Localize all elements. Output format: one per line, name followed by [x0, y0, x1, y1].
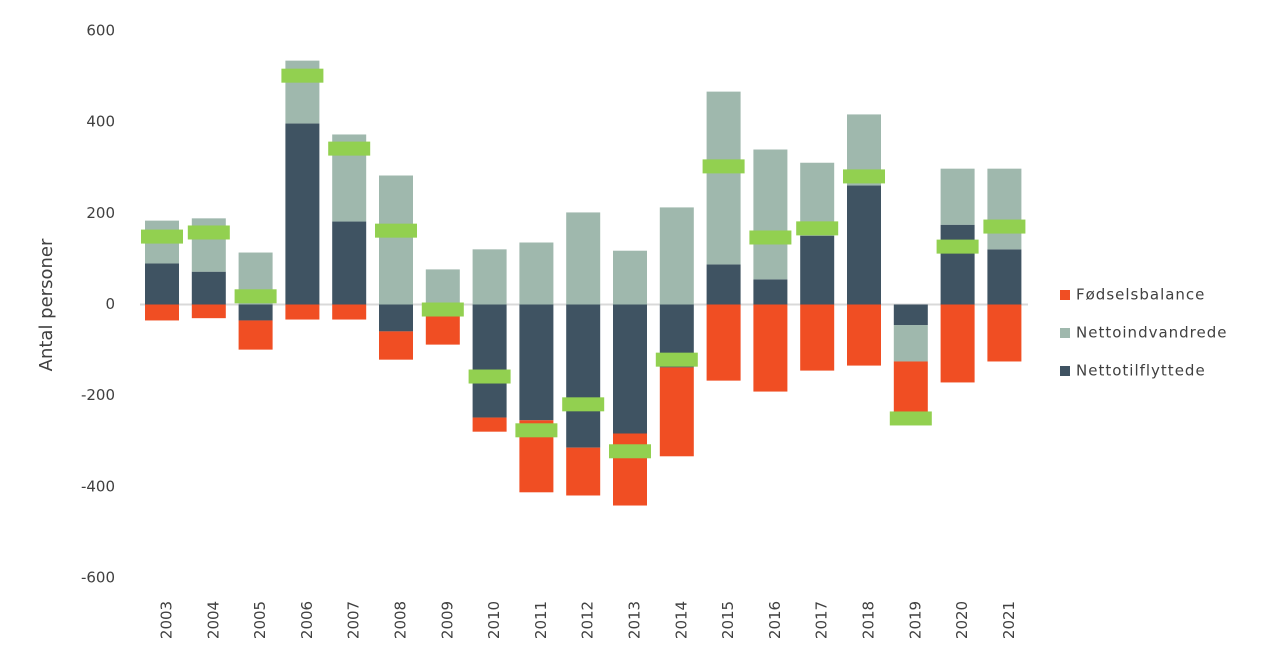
total-marker [187, 225, 230, 240]
legend-label: Nettoindvandrede [1076, 324, 1228, 342]
total-marker [983, 219, 1026, 234]
y-tick-label: -400 [81, 477, 115, 495]
total-marker [515, 423, 558, 438]
bar-segment [191, 304, 226, 319]
bar-segment [472, 304, 507, 418]
bar-segment [472, 249, 507, 305]
total-marker [281, 68, 324, 83]
x-tick-label: 2007 [345, 601, 363, 639]
bar-segment [893, 325, 928, 362]
total-marker [796, 221, 839, 236]
bar-segment [893, 304, 928, 326]
y-tick-label: -600 [81, 569, 115, 587]
x-tick-label: 2005 [251, 601, 269, 639]
x-tick-label: 2017 [813, 601, 831, 639]
y-tick-label: 200 [86, 204, 115, 222]
bar-segment [425, 315, 460, 345]
total-marker [375, 223, 417, 238]
bar-segment [519, 242, 554, 305]
x-tick-label: 2013 [626, 601, 644, 639]
bar-segment [847, 185, 881, 305]
x-tick-label: 2021 [1000, 601, 1018, 639]
y-axis-label: Antal personer [36, 238, 57, 371]
total-marker [749, 230, 792, 245]
total-marker [843, 169, 885, 184]
bar-segment [706, 91, 741, 265]
x-tick-label: 2016 [766, 601, 784, 639]
bar-segment [659, 367, 694, 457]
bar-segment [940, 168, 975, 225]
x-tick-label: 2003 [158, 601, 176, 639]
bar-segment [987, 168, 1022, 250]
bar-segment [800, 304, 835, 371]
x-tick-label: 2009 [438, 601, 456, 639]
bar-segment [379, 175, 413, 305]
bar-segment [519, 304, 554, 421]
total-marker [889, 411, 932, 426]
bar-segment [332, 221, 367, 305]
bar-segment [753, 149, 788, 280]
bar-segment [285, 304, 320, 320]
x-tick-label: 2004 [204, 601, 222, 639]
x-tick-label: 2008 [392, 601, 410, 639]
bar-segment [706, 264, 741, 305]
legend-label: Nettotilflyttede [1076, 362, 1206, 380]
bar-segment [659, 207, 694, 305]
bar-segment [613, 304, 647, 434]
bar-segment [940, 224, 975, 305]
x-tick-label: 2012 [579, 601, 597, 639]
bar-segment [566, 212, 601, 305]
x-tick-label: 2011 [532, 601, 550, 639]
bar-segment [800, 235, 835, 305]
bar-segment [285, 123, 320, 305]
bar-segment [987, 304, 1022, 362]
bar-segment [847, 304, 881, 366]
bar-segment [238, 304, 273, 321]
bar-segment [753, 279, 788, 305]
bar-segment [145, 304, 179, 321]
bar-segment [566, 304, 601, 448]
y-tick-label: 0 [105, 295, 115, 313]
bar-segment [191, 271, 226, 305]
bar-segment [753, 304, 788, 392]
y-tick-label: 600 [86, 22, 115, 40]
x-tick-label: 2020 [953, 601, 971, 639]
bar-segment [238, 320, 273, 350]
x-tick-label: 2014 [672, 601, 690, 639]
bar-segment [425, 269, 460, 305]
legend-swatch [1060, 290, 1070, 300]
bar-segment [379, 304, 413, 332]
x-tick-label: 2015 [719, 601, 737, 639]
legend-swatch [1060, 328, 1070, 338]
legend-label: Fødselsbalance [1076, 286, 1205, 304]
x-tick-label: 2006 [298, 601, 316, 639]
bar-segment [987, 249, 1022, 305]
total-marker [609, 444, 651, 459]
y-tick-label: -200 [81, 386, 115, 404]
total-marker [702, 159, 745, 174]
total-marker [234, 289, 277, 304]
total-marker [328, 141, 371, 156]
total-marker [141, 229, 183, 244]
bar-segment [145, 263, 179, 305]
bar-segment [472, 417, 507, 432]
total-marker [468, 369, 511, 384]
bar-segment [332, 304, 367, 320]
x-tick-label: 2010 [485, 601, 503, 639]
total-marker [936, 239, 979, 254]
bar-segment [706, 304, 741, 381]
bar-segment [940, 304, 975, 383]
bar-segment [379, 331, 413, 360]
legend-swatch [1060, 366, 1070, 376]
x-tick-label: 2019 [906, 601, 924, 639]
y-tick-label: 400 [86, 113, 115, 131]
bar-segment [566, 447, 601, 496]
bar-segment [613, 250, 647, 305]
total-marker [655, 352, 698, 367]
total-marker [562, 397, 605, 412]
bar-segment [893, 361, 928, 419]
x-tick-label: 2018 [860, 601, 878, 639]
total-marker [421, 302, 464, 317]
